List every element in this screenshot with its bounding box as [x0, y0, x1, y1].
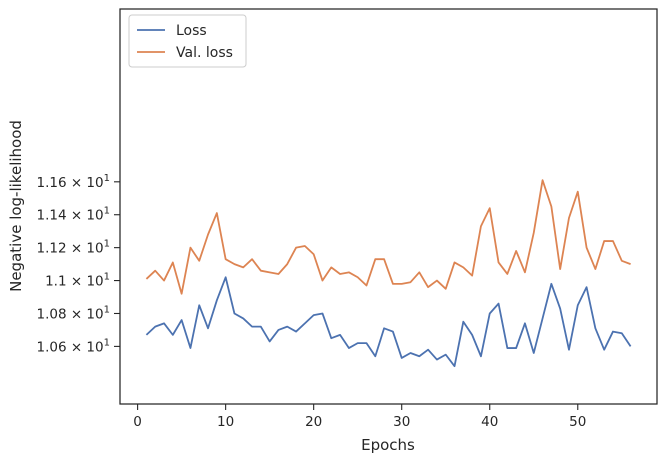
y-tick-label: 1.16 × 101: [36, 173, 110, 191]
series-line-val-loss: [145, 179, 631, 295]
x-tick-label: 30: [393, 414, 410, 430]
x-tick-label: 10: [217, 414, 234, 430]
plot-frame: [119, 8, 658, 405]
series-line-loss: [145, 276, 632, 368]
y-axis-label: Negative log-likelihood: [7, 120, 25, 292]
x-axis-label: Epochs: [361, 436, 415, 454]
x-tick-label: 50: [569, 414, 586, 430]
y-tick-label: 1.1 × 101: [45, 272, 110, 290]
legend-label-val-loss: Val. loss: [176, 45, 233, 61]
y-tick-label: 1.06 × 101: [36, 337, 110, 355]
y-tick-label: 1.14 × 101: [36, 206, 110, 224]
legend-label-loss: Loss: [176, 23, 207, 39]
x-tick-label: 40: [481, 414, 498, 430]
ticks-layer: 0 10 20 30 40 50 1.06 × 101 1.08 × 101 1.1 × 101…: [36, 173, 586, 430]
legend-box: [128, 14, 247, 68]
x-tick-label: 0: [133, 414, 142, 430]
series-layer: [145, 179, 632, 368]
legend: Loss Val. loss: [128, 14, 247, 68]
y-tick-label: 1.12 × 101: [36, 239, 110, 257]
y-tick-label: 1.08 × 101: [36, 304, 110, 322]
x-tick-label: 20: [305, 414, 322, 430]
